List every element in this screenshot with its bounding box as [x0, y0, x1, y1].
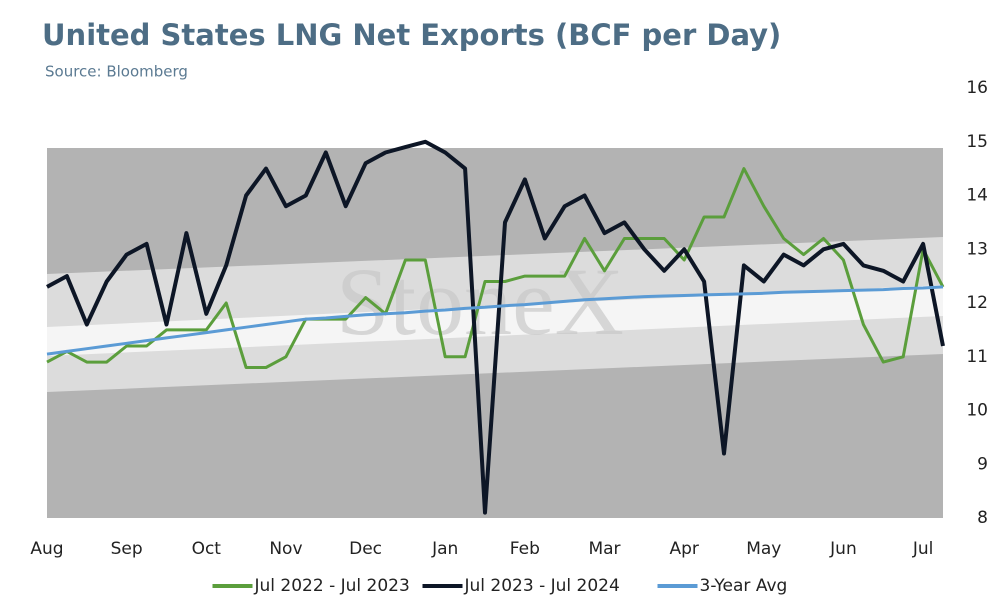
x-tick-label: Mar	[588, 539, 620, 559]
x-tick-label: Apr	[669, 539, 698, 559]
y-tick-label: 9	[977, 454, 988, 474]
x-tick-label: Jun	[829, 539, 857, 559]
legend-label: Jul 2022 - Jul 2023	[254, 576, 410, 596]
y-tick-label: 13	[966, 239, 988, 259]
inner-range	[47, 285, 943, 356]
x-tick-label: Oct	[192, 539, 222, 559]
series-line	[46, 139, 945, 515]
x-tick-label: Feb	[510, 539, 540, 559]
x-tick-label: Aug	[30, 539, 63, 559]
y-tick-label: 12	[966, 293, 988, 313]
y-tick-label: 14	[966, 186, 988, 206]
legend-label: Jul 2023 - Jul 2024	[464, 576, 620, 596]
x-tick-label: Jan	[431, 539, 458, 559]
y-tick-label: 11	[966, 347, 988, 367]
x-tick-label: Dec	[349, 539, 382, 559]
series-line	[46, 167, 945, 369]
y-tick-label: 15	[966, 132, 988, 152]
chart-subtitle: Source: Bloomberg	[45, 63, 188, 81]
legend-label: 3-Year Avg	[700, 576, 788, 596]
series-line	[46, 285, 944, 356]
y-tick-label: 10	[966, 401, 988, 421]
x-tick-label: Sep	[111, 539, 143, 559]
chart-title: United States LNG Net Exports (BCF per D…	[42, 18, 781, 52]
range-bands	[47, 148, 943, 518]
y-tick-label: 8	[977, 508, 988, 528]
x-tick-label: Nov	[269, 539, 302, 559]
y-tick-label: 16	[966, 78, 988, 98]
x-tick-label: May	[746, 539, 781, 559]
x-tick-label: Jul	[912, 539, 934, 559]
